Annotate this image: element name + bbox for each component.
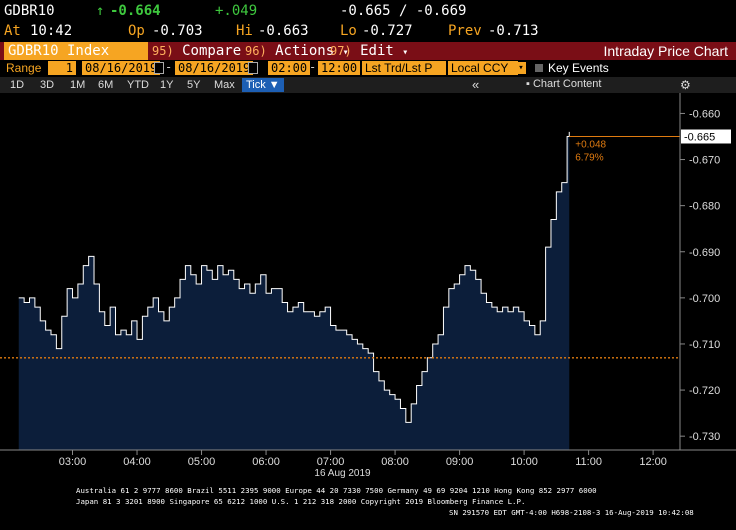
chevron-down-icon: ▾ [402, 47, 409, 58]
x-tick-label: 08:00 [381, 456, 409, 468]
period-max[interactable]: Max [214, 79, 235, 91]
low-value: -0.727 [362, 23, 413, 39]
price-line [18, 131, 570, 423]
gear-icon[interactable]: ⚙ [680, 78, 691, 92]
period-5y[interactable]: 5Y [187, 79, 201, 91]
edit-button[interactable]: 97) Edit ▾ [330, 42, 408, 60]
page-title: Intraday Price Chart [603, 43, 729, 59]
x-axis: 03:00 04:00 05:00 06:00 07:00 08:00 09:00 10:00… [0, 449, 736, 468]
x-tick-label: 06:00 [252, 456, 280, 468]
pin-icon: ▪ [526, 78, 530, 90]
footer-contacts: Australia 61 2 9777 8600 Brazil 5511 239… [76, 486, 597, 495]
range-label: Range [6, 61, 42, 75]
y-tick-label: -0.720 [689, 385, 720, 397]
open-value: -0.703 [152, 23, 203, 39]
edit-number: 97) [330, 44, 352, 58]
y-tick-label: -0.710 [689, 339, 720, 351]
period-ytd[interactable]: YTD [127, 79, 149, 91]
net-change: +.049 [215, 3, 258, 19]
last-price-label: -0.665 [684, 131, 715, 143]
key-events-label: Key Events [548, 61, 609, 75]
footer: Australia 61 2 9777 8600 Brazil 5511 239… [76, 486, 694, 517]
period-1m[interactable]: 1M [70, 79, 86, 91]
price-area [18, 131, 570, 450]
x-tick-label: 10:00 [510, 456, 538, 468]
date-separator: - [165, 60, 173, 74]
actions-button[interactable]: 96) Actions ▾ [245, 42, 349, 60]
security-text: GDBR10 Index [8, 43, 110, 59]
y-tick-label: -0.660 [689, 108, 720, 120]
calendar-icon[interactable] [248, 62, 258, 74]
range-toolbar: Range 1 08/16/2019 - 08/16/2019 02:00 - … [0, 60, 736, 77]
trend-up-arrow-icon: ↑ [96, 3, 105, 19]
period-1y[interactable]: 1Y [160, 79, 174, 91]
end-time-input[interactable]: 12:00 [318, 61, 361, 75]
x-tick-label: 11:00 [575, 456, 602, 468]
actions-number: 96) [245, 44, 267, 58]
footer-copyright: Japan 81 3 3201 8900 Singapore 65 6212 1… [76, 497, 525, 506]
last-price: -0.664 [110, 3, 161, 19]
y-tick-label: -0.730 [689, 431, 720, 443]
time-separator: - [309, 60, 317, 74]
period-6m[interactable]: 6M [98, 79, 114, 91]
tick-select[interactable]: Tick ▼ [242, 78, 284, 92]
chart-content-button[interactable]: ▪ Chart Content [526, 78, 601, 90]
low-label: Lo [340, 23, 357, 39]
prev-label: Prev [448, 23, 482, 39]
x-date-label: 16 Aug 2019 [314, 468, 371, 479]
period-1d[interactable]: 1D [10, 79, 25, 91]
security-field[interactable]: GDBR10 Index [4, 42, 148, 60]
prev-value: -0.713 [488, 23, 539, 39]
compare-number: 95) [152, 44, 174, 58]
price-chart[interactable]: -0.660 -0.670 -0.680 -0.690 -0.700 -0.710 -0.7… [0, 93, 736, 530]
x-tick-label: 09:00 [446, 456, 474, 468]
bid-ask: -0.665 / -0.669 [340, 3, 467, 19]
chart-content-label: Chart Content [532, 78, 602, 90]
ticker-symbol: GDBR10 [4, 3, 55, 19]
compare-label: Compare [182, 43, 242, 59]
x-tick-label: 07:00 [317, 456, 345, 468]
end-date-input[interactable]: 08/16/2019 [175, 61, 254, 75]
x-tick-label: 05:00 [188, 456, 216, 468]
price-type-select[interactable]: Lst Trd/Lst P [362, 61, 446, 75]
change-pct-annotation: 6.79% [575, 152, 603, 163]
collapse-icon[interactable]: « [472, 77, 480, 92]
time-label: At [4, 23, 21, 39]
y-axis: -0.660 -0.670 -0.680 -0.690 -0.700 -0.710 -0.7… [679, 93, 720, 450]
period-toolbar: 1D 3D 1M 6M YTD 1Y 5Y Max Tick ▼ « ▪ Cha… [0, 77, 736, 93]
function-toolbar: GDBR10 Index 95) Compare 96) Actions ▾ 9… [0, 42, 736, 60]
high-value: -0.663 [258, 23, 309, 39]
actions-label: Actions [275, 43, 335, 59]
key-events-checkbox[interactable] [535, 64, 543, 72]
range-days-input[interactable]: 1 [48, 61, 76, 75]
y-tick-label: -0.680 [689, 201, 720, 213]
x-tick-label: 03:00 [59, 456, 87, 468]
quote-header: GDBR10 ↑ -0.664 +.049 -0.665 / -0.669 At… [0, 0, 736, 42]
start-time-input[interactable]: 02:00 [268, 61, 311, 75]
calendar-icon[interactable] [154, 62, 164, 74]
last-price-tag [681, 129, 731, 144]
start-date-input[interactable]: 08/16/2019 [82, 61, 161, 75]
edit-label: Edit [360, 43, 394, 59]
y-tick-label: -0.690 [689, 247, 720, 259]
y-tick-label: -0.700 [689, 293, 720, 305]
period-3d[interactable]: 3D [40, 79, 55, 91]
footer-session: SN 291570 EDT GMT-4:00 H698-2108-3 16-Au… [449, 508, 694, 517]
chart-background [0, 93, 736, 530]
chevron-down-icon: ▾ [342, 47, 349, 58]
x-tick-label: 12:00 [639, 456, 667, 468]
y-tick-label: -0.670 [689, 155, 720, 167]
compare-button[interactable]: 95) Compare [152, 42, 241, 60]
change-annotation: +0.048 [575, 139, 606, 150]
chevron-down-icon[interactable]: ▾ [516, 62, 526, 74]
high-label: Hi [236, 23, 253, 39]
currency-select[interactable]: Local CCY [448, 61, 518, 75]
last-trade-time: 10:42 [30, 23, 73, 39]
x-tick-label: 04:00 [123, 456, 151, 468]
open-label: Op [128, 23, 145, 39]
